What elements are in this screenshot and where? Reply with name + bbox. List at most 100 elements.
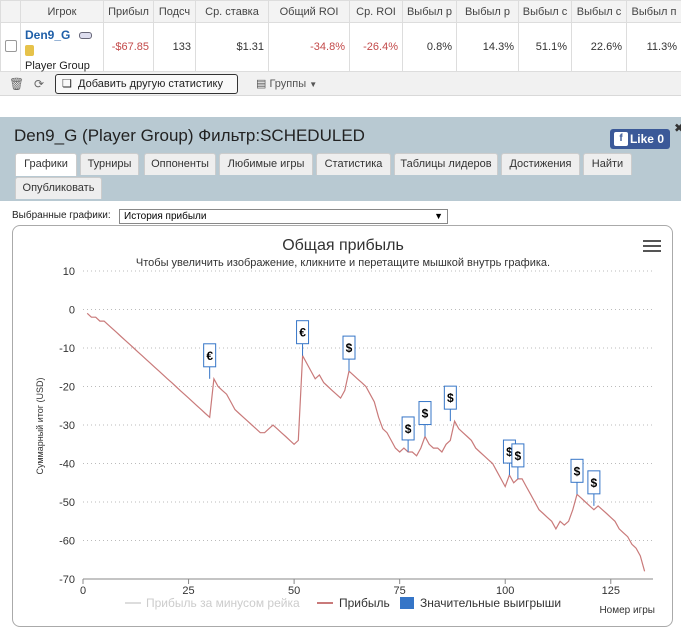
out-2-value: 14.3% bbox=[456, 22, 519, 72]
avg-stake-value: $1.31 bbox=[195, 22, 269, 72]
column-header-out-2[interactable]: Выбыл р bbox=[456, 0, 519, 23]
x-tick-label: 50 bbox=[288, 585, 300, 597]
chevron-down-icon: ▼ bbox=[434, 211, 443, 221]
out-1-value: 0.8% bbox=[402, 22, 457, 72]
column-header-out-5[interactable]: Выбыл п bbox=[626, 0, 681, 23]
win-flag bbox=[443, 385, 457, 410]
column-header bbox=[0, 0, 21, 23]
y-tick-label: -30 bbox=[59, 420, 75, 432]
profit-value: -$67.85 bbox=[103, 22, 154, 72]
legend-wins-label: Значительные выигрыши bbox=[420, 596, 561, 610]
win-flag-label: € bbox=[206, 349, 213, 363]
player-cell: Den9_G Player Group bbox=[20, 22, 104, 72]
win-flag-label: $ bbox=[405, 422, 412, 436]
tab-tournaments[interactable]: Турниры bbox=[80, 153, 139, 175]
profit-series-line bbox=[86, 312, 646, 572]
tab-search[interactable]: Найти bbox=[583, 153, 632, 175]
column-header-profit[interactable]: Прибыл bbox=[103, 0, 154, 23]
legend-rake-label: Прибыль за минусом рейка bbox=[146, 596, 300, 610]
y-tick-label: 10 bbox=[63, 266, 75, 278]
y-tick-label: -70 bbox=[59, 574, 75, 586]
y-tick-label: -20 bbox=[59, 382, 75, 394]
column-header-player[interactable]: Игрок bbox=[20, 0, 104, 23]
tab-leaderboards[interactable]: Таблицы лидеров bbox=[394, 153, 498, 175]
tab-achievements[interactable]: Достижения bbox=[501, 153, 580, 175]
total-roi-value: -34.8% bbox=[268, 22, 350, 72]
column-header-out-1[interactable]: Выбыл р bbox=[402, 0, 457, 23]
close-icon[interactable]: ✖ bbox=[674, 121, 681, 135]
table-header-row: Игрок Прибыл Подсч Ср. ставка Общий ROI … bbox=[0, 0, 681, 23]
out-4-value: 22.6% bbox=[571, 22, 627, 72]
table-toolbar: 🗑 ⟳ ❏ Добавить другую статистику ▤ Групп… bbox=[0, 72, 681, 96]
win-flag-label: $ bbox=[346, 341, 353, 355]
x-tick-label: 25 bbox=[182, 585, 194, 597]
column-header-out-4[interactable]: Выбыл с bbox=[571, 0, 627, 23]
column-header-total-roi[interactable]: Общий ROI bbox=[268, 0, 350, 23]
chart-menu-icon[interactable] bbox=[643, 240, 661, 254]
win-flag bbox=[401, 416, 415, 441]
win-flag bbox=[342, 335, 356, 360]
groups-icon: ▤ bbox=[256, 78, 267, 90]
trash-icon[interactable]: 🗑 bbox=[9, 77, 25, 91]
player-group: Player Group bbox=[25, 60, 90, 72]
row-checkbox[interactable] bbox=[4, 39, 17, 52]
legend-wins-symbol bbox=[400, 597, 414, 609]
x-tick-label: 100 bbox=[496, 585, 514, 597]
y-tick-label: -50 bbox=[59, 497, 75, 509]
x-axis-label: Номер игры bbox=[599, 605, 655, 616]
tab-graphs[interactable]: Графики bbox=[15, 153, 77, 176]
tab-statistics[interactable]: Статистика bbox=[316, 153, 391, 175]
stats-table: Игрок Прибыл Подсч Ср. ставка Общий ROI … bbox=[0, 0, 681, 72]
y-tick-label: -40 bbox=[59, 459, 75, 471]
win-flag-label: $ bbox=[591, 476, 598, 490]
chart-subtitle: Чтобы увеличить изображение, кликните и … bbox=[136, 257, 550, 269]
groups-dropdown[interactable]: ▤ Группы ▼ bbox=[256, 77, 317, 90]
chevron-down-icon: ▼ bbox=[309, 80, 318, 89]
player-name-link[interactable]: Den9_G bbox=[25, 28, 71, 42]
out-5-value: 11.3% bbox=[626, 22, 681, 72]
column-header-avg-roi[interactable]: Ср. ROI bbox=[349, 0, 403, 23]
panel-title: Den9_G (Player Group) Фильтр:SCHEDULED bbox=[14, 126, 365, 145]
add-stat-label: Добавить другую статистику bbox=[78, 78, 223, 90]
add-stat-button[interactable]: ❏ Добавить другую статистику bbox=[55, 74, 238, 94]
like-label: Like 0 bbox=[629, 132, 664, 146]
groups-label: Группы bbox=[269, 78, 307, 90]
out-3-value: 51.1% bbox=[518, 22, 572, 72]
win-flag bbox=[587, 470, 601, 495]
win-flag bbox=[418, 401, 432, 426]
y-tick-label: 0 bbox=[69, 305, 75, 317]
refresh-icon[interactable]: ⟳ bbox=[34, 77, 45, 91]
row-checkbox-cell bbox=[0, 22, 21, 72]
win-flag bbox=[296, 320, 310, 345]
x-tick-label: 0 bbox=[80, 585, 86, 597]
table-row: Den9_G Player Group -$67.85 133 $1.31 -3… bbox=[0, 22, 681, 72]
chart-select-value: История прибыли bbox=[124, 211, 207, 222]
count-value: 133 bbox=[153, 22, 196, 72]
window-icon: ❏ bbox=[62, 78, 72, 90]
x-tick-label: 125 bbox=[602, 585, 620, 597]
chart-title: Общая прибыль bbox=[282, 237, 404, 254]
profit-chart[interactable]: Общая прибыль Чтобы увеличить изображение… bbox=[13, 226, 673, 627]
column-header-count[interactable]: Подсч bbox=[153, 0, 196, 23]
column-header-out-3[interactable]: Выбыл с bbox=[518, 0, 572, 23]
spacer bbox=[0, 97, 681, 117]
avg-roi-value: -26.4% bbox=[349, 22, 403, 72]
win-flag bbox=[511, 443, 525, 468]
chart-container: Общая прибыль Чтобы увеличить изображение… bbox=[12, 225, 673, 627]
y-tick-label: -60 bbox=[59, 536, 75, 548]
legend-profit-label: Прибыль bbox=[339, 596, 390, 610]
tab-opponents[interactable]: Оппоненты bbox=[144, 153, 216, 175]
win-flag-label: $ bbox=[574, 464, 581, 478]
column-header-avg-stake[interactable]: Ср. ставка bbox=[195, 0, 269, 23]
y-axis-label: Суммарный итог (USD) bbox=[35, 377, 45, 474]
facebook-like-button[interactable]: f Like 0 bbox=[610, 129, 670, 149]
win-flag-label: $ bbox=[422, 407, 429, 421]
chart-select[interactable]: История прибыли ▼ bbox=[119, 209, 448, 224]
tab-publish[interactable]: Опубликовать bbox=[15, 177, 102, 199]
player-edit-icon[interactable] bbox=[79, 32, 92, 39]
win-flag bbox=[203, 343, 217, 368]
x-tick-label: 75 bbox=[394, 585, 406, 597]
y-tick-label: -10 bbox=[59, 343, 75, 355]
facebook-icon: f bbox=[614, 132, 628, 146]
tab-favorite-games[interactable]: Любимые игры bbox=[219, 153, 313, 175]
